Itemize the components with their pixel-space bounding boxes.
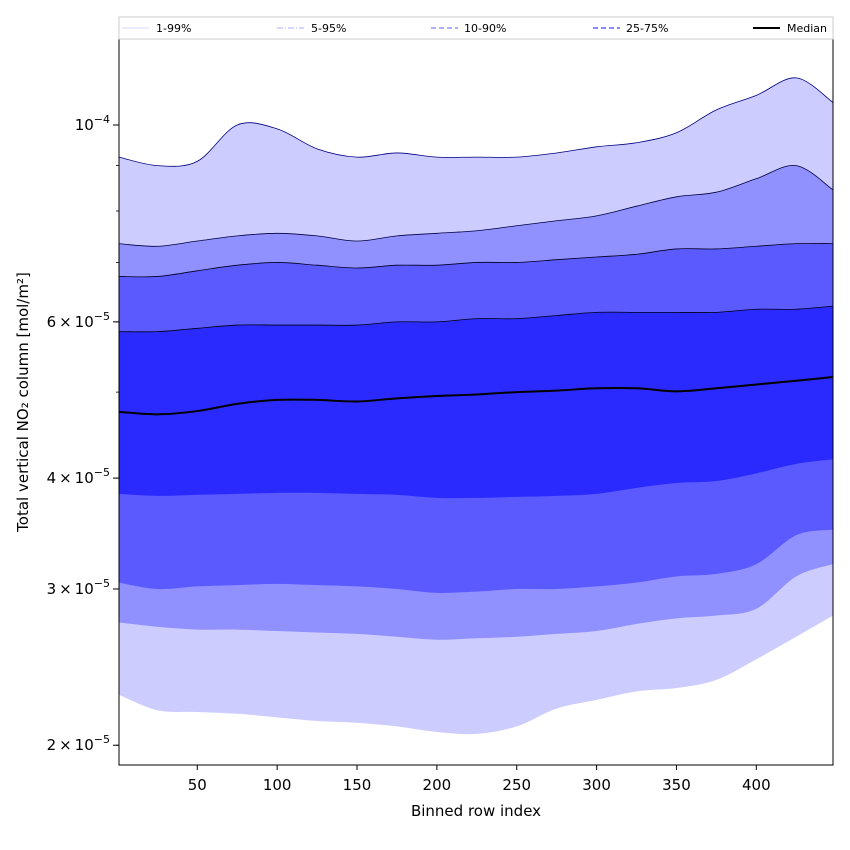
x-tick-label: 250	[502, 776, 531, 794]
band-25-75	[119, 306, 833, 499]
band-upper-line-10-90	[118, 243, 834, 278]
x-tick-label: 350	[662, 776, 691, 794]
legend-label-25-75: 25-75%	[626, 22, 668, 35]
x-tick-label: 400	[742, 776, 771, 794]
x-tick-label: 100	[263, 776, 292, 794]
legend-label-5-95: 5-95%	[311, 22, 346, 35]
y-axis-label: Total vertical NO₂ column [mol/m²]	[14, 272, 32, 533]
legend-label-median: Median	[787, 22, 827, 35]
legend-box	[118, 16, 834, 40]
legend-label-1-99: 1-99%	[156, 22, 191, 35]
y-tick-label: 4 × 10−5	[47, 466, 110, 487]
x-tick-label: 300	[582, 776, 611, 794]
x-axis-label: Binned row index	[411, 802, 541, 820]
x-tick-label: 150	[343, 776, 372, 794]
y-axis: 2 × 10−5 3 × 10−5 4 × 10−5 6 × 10−5 10−4	[47, 113, 119, 754]
legend-label-10-90: 10-90%	[464, 22, 506, 35]
percentile-bands	[119, 77, 833, 735]
x-tick-label: 50	[188, 776, 207, 794]
y-tick-label: 6 × 10−5	[47, 310, 110, 331]
x-tick-label: 200	[423, 776, 452, 794]
y-tick-label: 2 × 10−5	[47, 733, 110, 754]
percentile-edges	[118, 77, 834, 416]
legend: 1-99% 5-95% 10-90% 25-75% Median	[118, 16, 834, 40]
median-line	[118, 376, 834, 416]
band-upper-line-25-75	[118, 305, 834, 333]
band-upper-line-5-95	[118, 165, 834, 247]
x-axis: 50 100 150 200 250 300 350 400	[188, 765, 771, 794]
y-tick-label: 3 × 10−5	[47, 577, 110, 598]
y-tick-label: 10−4	[75, 113, 110, 134]
band-upper-line-1-99	[118, 77, 834, 167]
